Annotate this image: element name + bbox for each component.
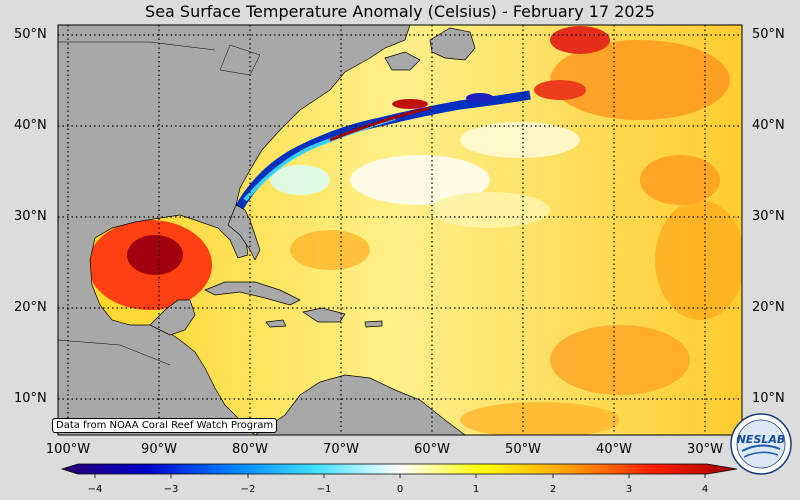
colorbar-tick-label: 4: [701, 484, 709, 495]
lat-label-left-50n: 50°N: [14, 27, 47, 42]
colorbar-tick-label: −1: [316, 484, 332, 495]
map-area: [58, 25, 742, 435]
lat-label-left-30n: 30°N: [14, 209, 47, 224]
lat-label-right-20n: 20°N: [752, 300, 785, 315]
lat-label-left-10n: 10°N: [14, 391, 47, 406]
lon-label-30w: 30°W: [687, 442, 723, 457]
lon-label-60w: 60°W: [414, 442, 450, 457]
lon-label-50w: 50°W: [505, 442, 541, 457]
lon-label-100w: 100°W: [45, 442, 91, 457]
lat-label-left-40n: 40°N: [14, 118, 47, 133]
lon-label-40w: 40°W: [596, 442, 632, 457]
colorbar-tick-label: 2: [549, 484, 557, 495]
map-frame: [57, 24, 743, 436]
lat-label-right-30n: 30°N: [752, 209, 785, 224]
lon-label-70w: 70°W: [323, 442, 359, 457]
land: [58, 25, 476, 435]
lat-label-right-40n: 40°N: [752, 118, 785, 133]
warm-anomaly-patches: [290, 26, 742, 435]
lat-label-right-10n: 10°N: [752, 391, 785, 406]
lat-label-right-50n: 50°N: [752, 27, 785, 42]
lon-label-90w: 90°W: [141, 442, 177, 457]
graticule: [58, 25, 742, 435]
colorbar-tick-label: 1: [472, 484, 480, 495]
neutral-anomaly-patches: [270, 122, 580, 228]
data-credit: Data from NOAA Coral Reef Watch Program: [52, 418, 278, 433]
colorbar-tick-label: −2: [240, 484, 256, 495]
map-title: Sea Surface Temperature Anomaly (Celsius…: [145, 2, 655, 21]
colorbar-tick-label: 3: [625, 484, 633, 495]
colorbar-tick-label: −3: [163, 484, 179, 495]
lon-label-80w: 80°W: [232, 442, 268, 457]
colorbar: [60, 463, 738, 475]
svg-text:NESLAB: NESLAB: [737, 433, 786, 446]
lab-logo: NESLAB: [730, 413, 792, 475]
colorbar-tick-label: 0: [396, 484, 404, 495]
lat-label-left-20n: 20°N: [14, 300, 47, 315]
colorbar-tick-label: −4: [87, 484, 103, 495]
colorbar-ticks: [94, 474, 706, 478]
